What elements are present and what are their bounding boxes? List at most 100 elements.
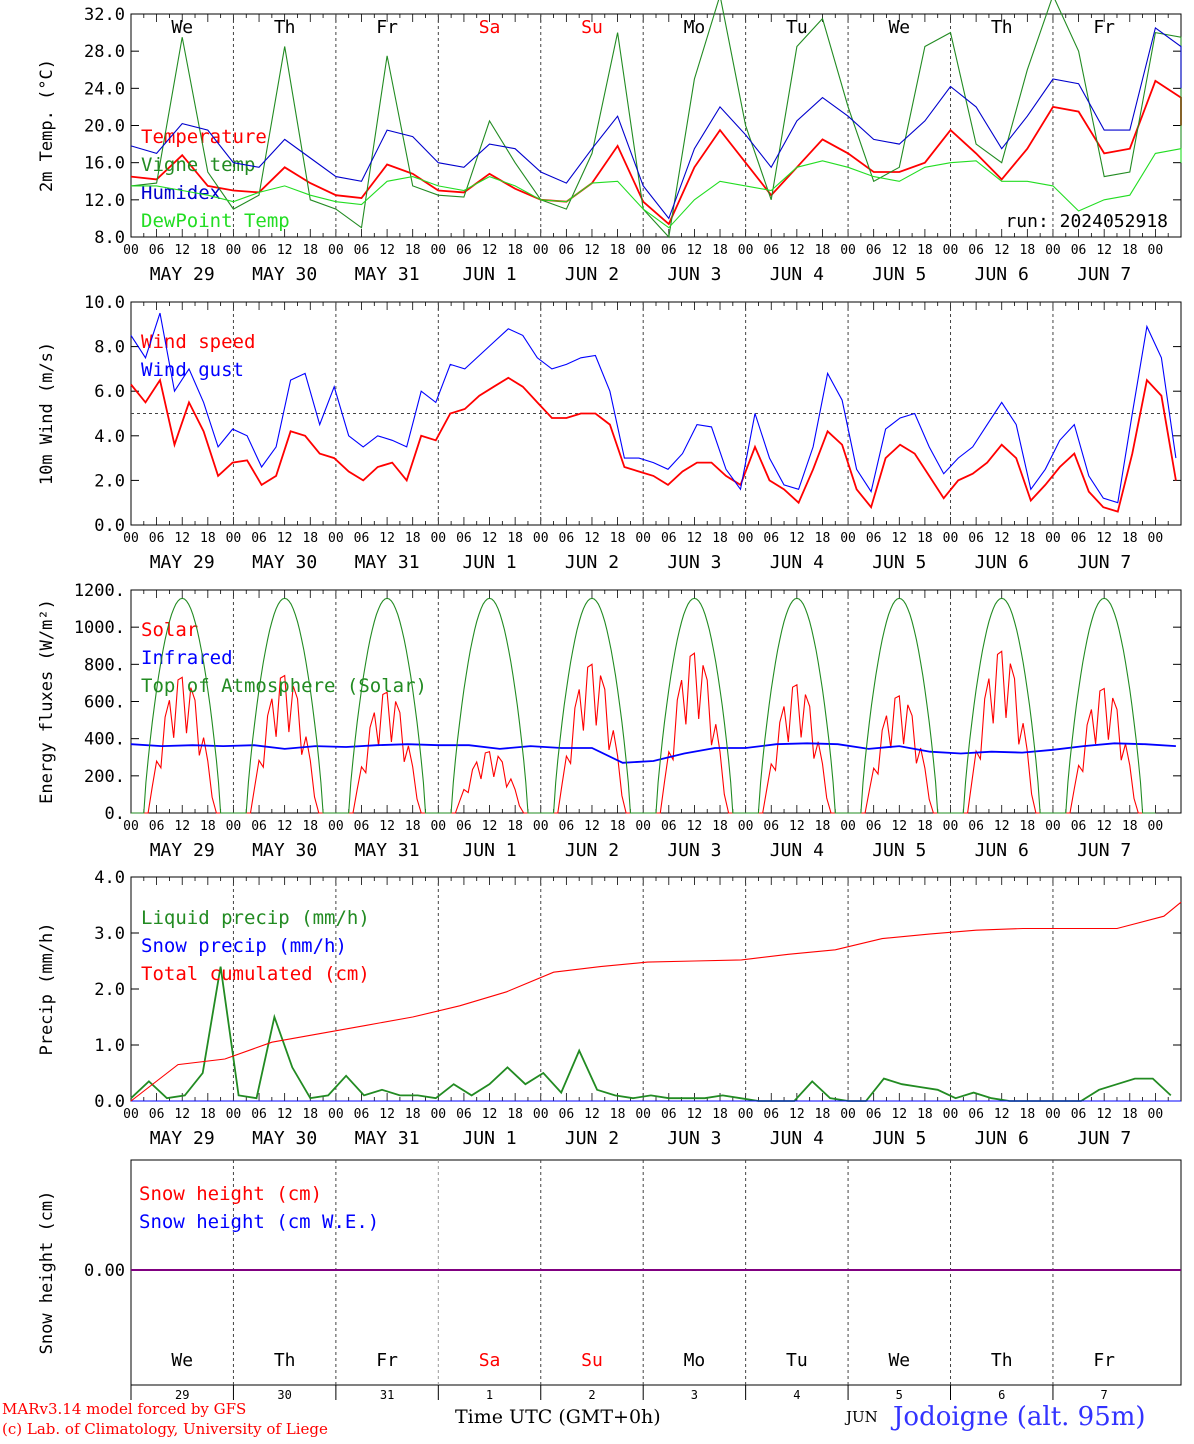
date-label: JUN 5 bbox=[872, 552, 926, 573]
date-label: JUN 5 bbox=[872, 840, 926, 861]
y-tick-label: 1000. bbox=[74, 618, 125, 638]
series-line bbox=[130, 79, 1182, 226]
y-tick-label: 400. bbox=[84, 730, 125, 750]
hour-label: 18 bbox=[917, 243, 933, 258]
y-tick-label: 24.0 bbox=[84, 79, 125, 99]
hour-label: 06 bbox=[354, 243, 370, 258]
y-tick-label: 1.0 bbox=[94, 1036, 125, 1056]
hour-label: 06 bbox=[559, 243, 575, 258]
day-name-label: Mo bbox=[684, 17, 706, 38]
hour-label: 00 bbox=[943, 1107, 959, 1122]
hour-label: 12 bbox=[789, 243, 805, 258]
hour-label: 06 bbox=[661, 243, 677, 258]
hour-label: 06 bbox=[251, 531, 267, 546]
hour-label: 00 bbox=[738, 243, 754, 258]
hour-label: 06 bbox=[1071, 819, 1087, 834]
hour-label: 18 bbox=[815, 243, 831, 258]
hour-label: 00 bbox=[840, 243, 856, 258]
date-label: MAY 29 bbox=[150, 840, 215, 861]
hour-label: 18 bbox=[1020, 531, 1036, 546]
series-line bbox=[131, 148, 1182, 229]
hour-label: 00 bbox=[226, 1107, 242, 1122]
hour-label: 12 bbox=[1096, 819, 1112, 834]
hour-label: 00 bbox=[635, 243, 651, 258]
hour-label: 00 bbox=[1148, 243, 1164, 258]
y-tick-label: 1200. bbox=[74, 581, 125, 601]
hour-label: 18 bbox=[712, 1107, 728, 1122]
day-number-label: 6 bbox=[998, 1388, 1005, 1402]
x-axis-title: Time UTC (GMT+0h) bbox=[455, 1406, 661, 1428]
hour-label: 06 bbox=[968, 819, 984, 834]
legend-entry: Snow height (cm) bbox=[139, 1183, 322, 1205]
hour-label: 06 bbox=[354, 531, 370, 546]
hour-label: 06 bbox=[456, 1107, 472, 1122]
date-label: JUN 7 bbox=[1077, 264, 1131, 285]
hour-label: 12 bbox=[379, 243, 395, 258]
hour-label: 18 bbox=[302, 531, 318, 546]
date-label: MAY 30 bbox=[252, 840, 317, 861]
hour-label: 06 bbox=[251, 243, 267, 258]
hour-label: 06 bbox=[661, 531, 677, 546]
legend-entry: Infrared bbox=[141, 647, 233, 669]
model-credit: MARv3.14 model forced by GFS bbox=[2, 1400, 247, 1418]
hour-label: 12 bbox=[379, 531, 395, 546]
hour-label: 12 bbox=[891, 819, 907, 834]
hour-label: 00 bbox=[328, 1107, 344, 1122]
hour-label: 12 bbox=[584, 819, 600, 834]
hour-label: 18 bbox=[507, 819, 523, 834]
hour-label: 18 bbox=[610, 1107, 626, 1122]
hour-label: 12 bbox=[687, 531, 703, 546]
hour-label: 18 bbox=[200, 1107, 216, 1122]
panel-frame bbox=[130, 1159, 1182, 1386]
hour-label: 12 bbox=[277, 531, 293, 546]
date-label: JUN 2 bbox=[565, 264, 619, 285]
day-number-label: 2 bbox=[588, 1388, 595, 1402]
hour-label: 18 bbox=[610, 243, 626, 258]
hour-label: 12 bbox=[482, 243, 498, 258]
hour-label: 18 bbox=[1122, 819, 1138, 834]
hour-label: 00 bbox=[123, 531, 139, 546]
hour-label: 12 bbox=[891, 243, 907, 258]
hour-label: 12 bbox=[277, 1107, 293, 1122]
hour-label: 00 bbox=[123, 819, 139, 834]
hour-label: 06 bbox=[149, 1107, 165, 1122]
hour-label: 06 bbox=[866, 1107, 882, 1122]
date-label: JUN 5 bbox=[872, 264, 926, 285]
hour-label: 00 bbox=[430, 243, 446, 258]
hour-label: 18 bbox=[1020, 243, 1036, 258]
hour-label: 18 bbox=[302, 243, 318, 258]
hour-label: 12 bbox=[687, 1107, 703, 1122]
date-label: JUN 4 bbox=[770, 264, 824, 285]
y-tick-label: 0.00 bbox=[84, 1261, 125, 1281]
hour-label: 12 bbox=[994, 1107, 1010, 1122]
series-line bbox=[130, 376, 1177, 513]
hour-label: 00 bbox=[328, 531, 344, 546]
hour-label: 00 bbox=[840, 531, 856, 546]
hour-label: 12 bbox=[687, 243, 703, 258]
hour-label: 18 bbox=[200, 531, 216, 546]
hour-label: 18 bbox=[405, 243, 421, 258]
hour-label: 18 bbox=[200, 243, 216, 258]
y-tick-label: 12.0 bbox=[84, 191, 125, 211]
hour-label: 06 bbox=[866, 531, 882, 546]
day-name-label: Th bbox=[274, 1350, 296, 1371]
hour-label: 06 bbox=[149, 243, 165, 258]
y-tick-label: 600. bbox=[84, 693, 125, 713]
date-label: JUN 3 bbox=[667, 1128, 721, 1149]
day-name-label: We bbox=[888, 1350, 910, 1371]
day-name-label: Th bbox=[991, 17, 1013, 38]
hour-label: 00 bbox=[738, 531, 754, 546]
day-number-label: 4 bbox=[793, 1388, 800, 1402]
hour-label: 00 bbox=[635, 819, 651, 834]
date-label: JUN 1 bbox=[462, 1128, 516, 1149]
hour-label: 00 bbox=[328, 243, 344, 258]
hour-label: 18 bbox=[405, 531, 421, 546]
y-axis-label: Precip (mm/h) bbox=[37, 922, 57, 1055]
date-label: MAY 29 bbox=[150, 552, 215, 573]
date-label: JUN 2 bbox=[565, 552, 619, 573]
hour-label: 06 bbox=[968, 1107, 984, 1122]
series-line bbox=[130, 901, 1182, 1102]
hour-label: 18 bbox=[507, 243, 523, 258]
hour-label: 18 bbox=[200, 819, 216, 834]
y-tick-label: 4.0 bbox=[94, 427, 125, 447]
